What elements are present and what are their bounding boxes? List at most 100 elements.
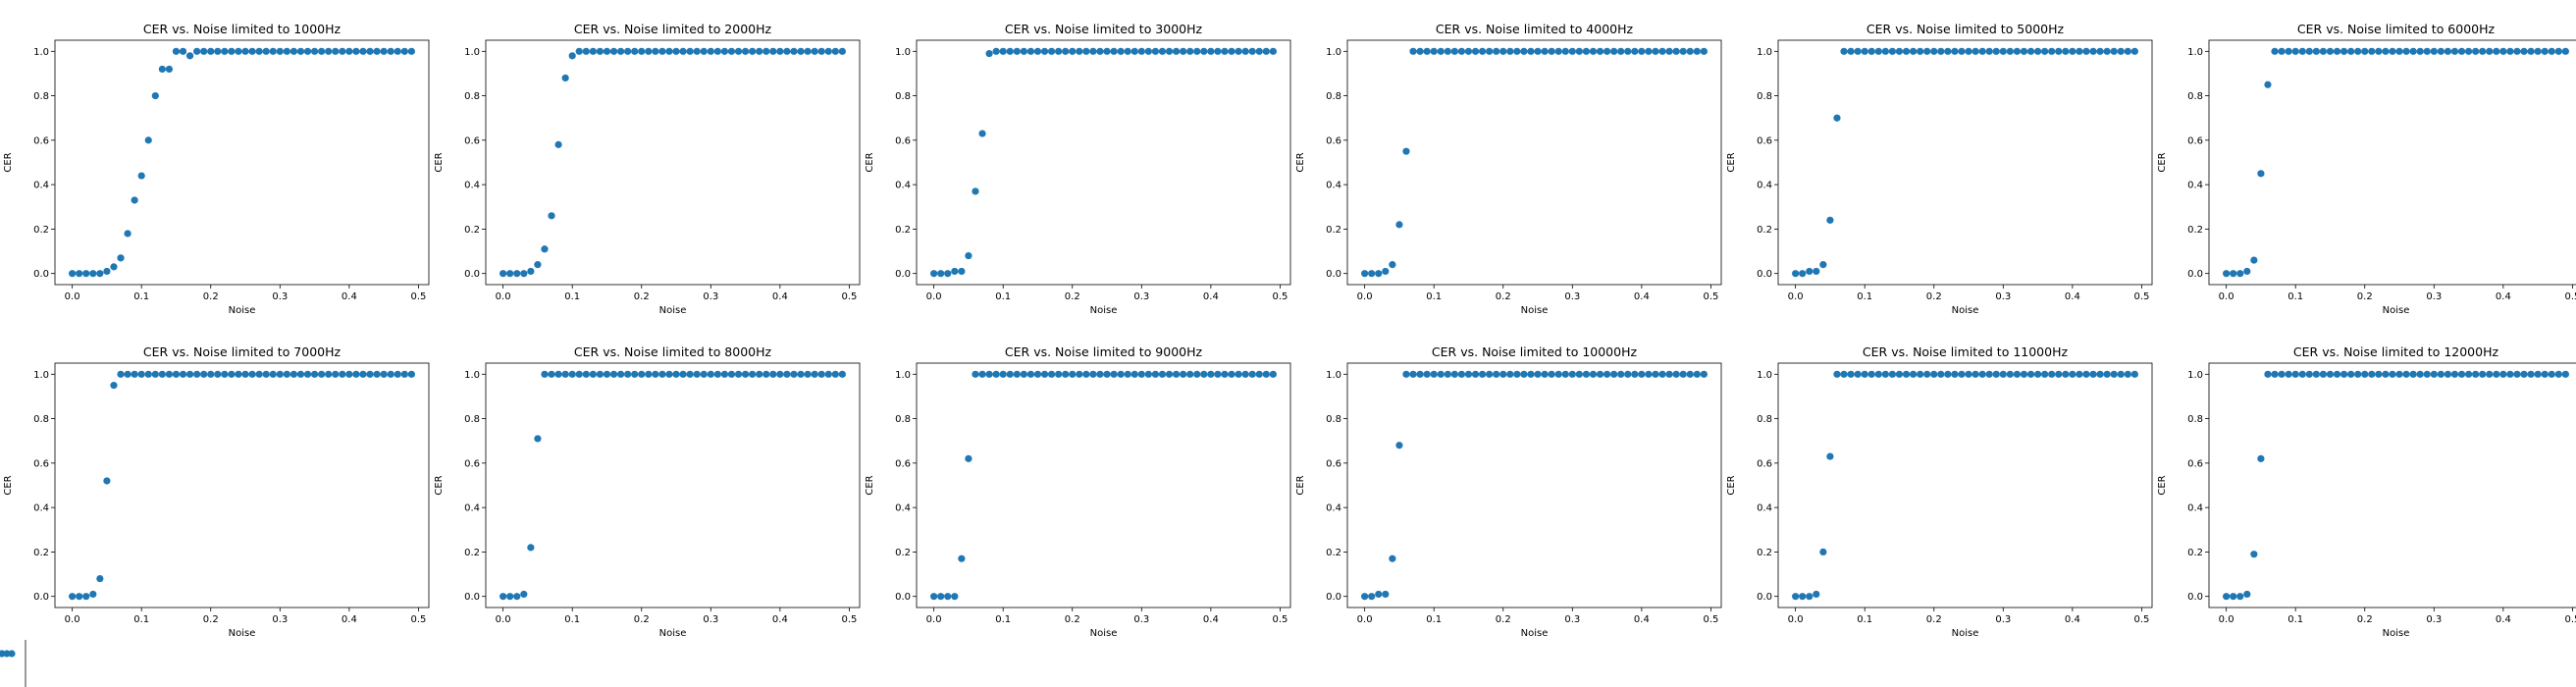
data-point (1499, 47, 1507, 55)
data-point (693, 370, 701, 378)
data-point (1541, 370, 1549, 378)
y-axis-label: CER (3, 475, 14, 495)
data-point (1813, 590, 1820, 599)
data-point (387, 370, 394, 378)
x-tick-label: 0.2 (1926, 291, 1942, 302)
data-point (325, 370, 333, 378)
data-point (1430, 370, 1438, 378)
data-point (82, 593, 90, 601)
data-point (2527, 370, 2535, 378)
x-tick-label: 0.1 (2287, 291, 2303, 302)
data-point (158, 370, 166, 378)
data-point (1575, 370, 1583, 378)
y-tick-label: 0.2 (1326, 548, 1341, 558)
data-point (2278, 47, 2286, 55)
data-point (345, 47, 353, 55)
y-tick-label: 0.8 (464, 91, 480, 102)
data-point (582, 47, 590, 55)
data-point (1193, 370, 1201, 378)
x-tick-label: 0.3 (1564, 614, 1580, 625)
subplot-title: CER vs. Noise limited to 6000Hz (2297, 22, 2496, 36)
data-point (1395, 442, 1403, 449)
data-point (1631, 47, 1639, 55)
data-point (262, 370, 270, 378)
data-point (506, 593, 514, 601)
data-point (624, 370, 632, 378)
x-tick-label: 0.5 (410, 614, 426, 625)
data-point (1679, 47, 1687, 55)
data-point (631, 370, 639, 378)
data-point (1269, 370, 1277, 378)
data-point (2312, 47, 2320, 55)
data-point (1610, 47, 1618, 55)
data-point (958, 267, 966, 276)
data-point (1110, 47, 1118, 55)
data-point (776, 47, 784, 55)
data-point (1937, 47, 1945, 55)
data-point (1026, 370, 1035, 378)
data-point (172, 370, 181, 378)
data-point (235, 47, 242, 55)
data-point (1603, 47, 1611, 55)
data-point (1513, 47, 1521, 55)
data-point (1923, 370, 1931, 378)
data-point (513, 270, 521, 278)
data-point (2250, 256, 2258, 264)
data-point (1881, 370, 1889, 378)
data-point (1130, 370, 1138, 378)
data-point (603, 370, 611, 378)
data-point (193, 370, 201, 378)
subplot-title: CER vs. Noise limited to 5000Hz (1866, 22, 2065, 36)
data-point (1235, 370, 1242, 378)
y-tick-label: 0.2 (464, 548, 480, 558)
data-point (2402, 47, 2410, 55)
x-tick-label: 0.0 (65, 614, 80, 625)
data-point (700, 47, 708, 55)
data-point (658, 370, 666, 378)
data-point (318, 370, 326, 378)
data-point (89, 270, 97, 278)
data-point (1020, 47, 1027, 55)
data-point (527, 544, 535, 552)
clipped-fragment (0, 640, 26, 687)
data-point (2110, 47, 2118, 55)
data-point (2033, 47, 2042, 55)
x-axis-label: Noise (1090, 628, 1118, 639)
data-point (2472, 47, 2480, 55)
data-point (1596, 370, 1604, 378)
y-tick-label: 0.6 (33, 458, 49, 469)
data-point (276, 47, 284, 55)
data-point (1840, 370, 1848, 378)
data-point (1902, 370, 1911, 378)
data-point (1840, 47, 1848, 55)
subplot-title: CER vs. Noise limited to 4000Hz (1436, 22, 1634, 36)
data-point (214, 370, 222, 378)
data-point (804, 370, 812, 378)
data-point (541, 370, 549, 378)
data-point (359, 370, 367, 378)
data-point (1561, 47, 1569, 55)
data-point (1047, 370, 1056, 378)
axes-frame (2208, 362, 2576, 608)
x-tick-label: 0.0 (926, 291, 942, 302)
data-point (352, 370, 360, 378)
data-point (756, 370, 763, 378)
y-tick-label: 0.2 (895, 548, 911, 558)
subplot-1: 0.0 0.1 0.2 0.3 0.4 0.5 0.0 0.2 0.4 0.6 0.8 1.0 CER … (3, 22, 430, 316)
data-point (838, 370, 846, 378)
axes-frame (1346, 362, 1722, 608)
data-point (1589, 370, 1598, 378)
data-point (394, 370, 401, 378)
data-point (1951, 47, 1959, 55)
data-point (2333, 370, 2341, 378)
data-point (207, 47, 215, 55)
x-tick-label: 0.0 (1357, 614, 1373, 625)
data-point (2236, 593, 2244, 601)
data-point (2250, 551, 2258, 558)
data-point (2479, 47, 2487, 55)
data-point (1985, 370, 1993, 378)
data-point (1486, 370, 1494, 378)
data-point (96, 574, 104, 583)
x-tick-label: 0.4 (2496, 614, 2511, 625)
x-tick-label: 0.4 (2496, 291, 2511, 302)
